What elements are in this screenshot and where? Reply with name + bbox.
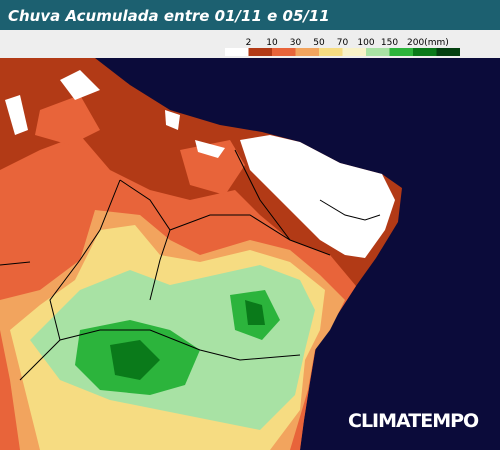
legend-label: 200(mm) — [407, 38, 449, 48]
legend-swatch — [436, 48, 460, 56]
legend-swatch — [225, 48, 249, 56]
legend-swatch — [389, 48, 413, 56]
legend-swatch — [319, 48, 343, 56]
legend-label: 2 — [246, 38, 252, 48]
legend-swatch — [272, 48, 296, 56]
legend-swatch — [413, 48, 437, 56]
title: Chuva Acumulada entre 01/11 e 05/11 — [8, 7, 330, 25]
legend-label: 70 — [337, 38, 349, 48]
legend-label: 50 — [313, 38, 325, 48]
legend-swatch — [295, 48, 319, 56]
borders — [0, 149, 381, 381]
legend-swatch — [342, 48, 366, 56]
legend-swatch — [366, 48, 390, 56]
legend-label: 30 — [290, 38, 302, 48]
legend: 2 10 30 50 70 100 150 200(mm) — [225, 38, 460, 56]
brand-logo: CLIMATEMPO — [348, 410, 479, 432]
legend-label: 150 — [381, 38, 398, 48]
legend-swatch — [248, 48, 272, 56]
title-bar — [0, 0, 500, 30]
legend-label: 100 — [357, 38, 374, 48]
legend-label: 10 — [266, 38, 278, 48]
